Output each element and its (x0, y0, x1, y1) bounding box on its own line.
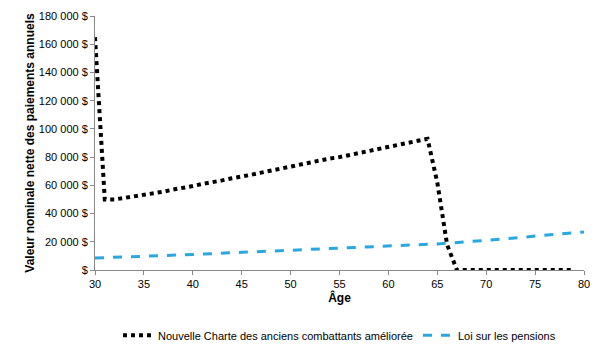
svg-text:50: 50 (284, 278, 296, 290)
svg-text:55: 55 (333, 278, 345, 290)
svg-text:Loi sur les pensions: Loi sur les pensions (458, 330, 556, 342)
svg-text:30: 30 (89, 278, 101, 290)
svg-text:100 000 $: 100 000 $ (39, 123, 88, 135)
svg-text:80 000 $: 80 000 $ (45, 151, 88, 163)
svg-text:160 000 $: 160 000 $ (39, 38, 88, 50)
svg-text:70: 70 (480, 278, 492, 290)
svg-text:75: 75 (529, 278, 541, 290)
svg-text:Âge: Âge (328, 290, 351, 305)
svg-text:45: 45 (236, 278, 248, 290)
svg-text:180 000 $: 180 000 $ (39, 10, 88, 22)
svg-text:120 000 $: 120 000 $ (39, 95, 88, 107)
svg-text:20 000 $: 20 000 $ (45, 236, 88, 248)
svg-text:65: 65 (431, 278, 443, 290)
svg-text:60: 60 (382, 278, 394, 290)
svg-text:40: 40 (187, 278, 199, 290)
svg-text:140 000 $: 140 000 $ (39, 66, 88, 78)
svg-text:60 000 $: 60 000 $ (45, 179, 88, 191)
svg-text:$: $ (82, 264, 88, 276)
svg-text:Nouvelle Charte des anciens co: Nouvelle Charte des anciens combattants … (158, 330, 413, 342)
svg-text:Valeur nominale nette des paie: Valeur nominale nette des paiements annu… (23, 13, 37, 273)
svg-text:35: 35 (138, 278, 150, 290)
svg-text:40 000 $: 40 000 $ (45, 207, 88, 219)
svg-text:80: 80 (578, 278, 590, 290)
